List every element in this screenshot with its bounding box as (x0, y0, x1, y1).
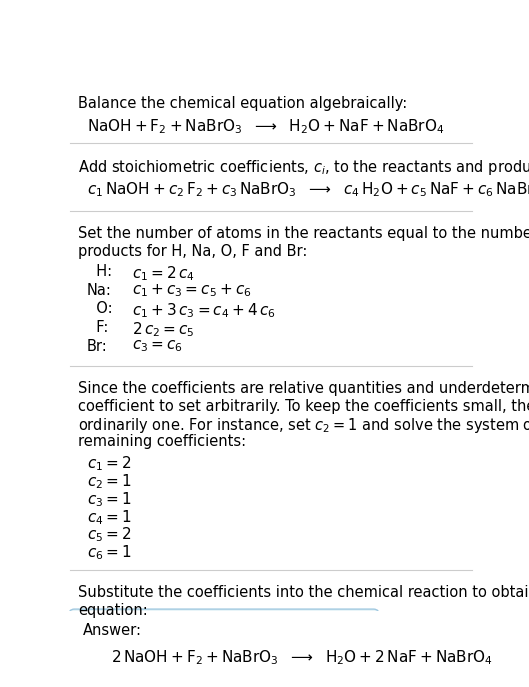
Text: equation:: equation: (78, 602, 148, 618)
Text: Br:: Br: (87, 339, 107, 354)
Text: F:: F: (87, 320, 108, 335)
Text: Substitute the coefficients into the chemical reaction to obtain the balanced: Substitute the coefficients into the che… (78, 585, 529, 600)
Text: $2\,\mathrm{NaOH} + \mathrm{F_2} + \mathrm{NaBrO_3}$  $\longrightarrow$  $\mathr: $2\,\mathrm{NaOH} + \mathrm{F_2} + \math… (111, 649, 493, 667)
Text: Na:: Na: (87, 283, 112, 297)
Text: products for H, Na, O, F and Br:: products for H, Na, O, F and Br: (78, 244, 308, 259)
Text: Add stoichiometric coefficients, $c_i$, to the reactants and products:: Add stoichiometric coefficients, $c_i$, … (78, 158, 529, 177)
Text: Balance the chemical equation algebraically:: Balance the chemical equation algebraica… (78, 95, 408, 111)
Text: $c_1\,\mathrm{NaOH} + c_2\,\mathrm{F_2} + c_3\,\mathrm{NaBrO_3}$  $\longrightarr: $c_1\,\mathrm{NaOH} + c_2\,\mathrm{F_2} … (87, 180, 529, 199)
Text: Set the number of atoms in the reactants equal to the number of atoms in the: Set the number of atoms in the reactants… (78, 226, 529, 241)
Text: Since the coefficients are relative quantities and underdetermined, choose a: Since the coefficients are relative quan… (78, 381, 529, 396)
Text: $2\,c_2 = c_5$: $2\,c_2 = c_5$ (132, 320, 194, 339)
Text: $c_6 = 1$: $c_6 = 1$ (87, 543, 131, 562)
Text: Answer:: Answer: (83, 623, 142, 638)
Text: $\mathrm{NaOH} + \mathrm{F_2} + \mathrm{NaBrO_3}$  $\longrightarrow$  $\mathrm{H: $\mathrm{NaOH} + \mathrm{F_2} + \mathrm{… (87, 117, 444, 137)
Text: $c_4 = 1$: $c_4 = 1$ (87, 508, 131, 526)
Text: $c_1 + c_3 = c_5 + c_6$: $c_1 + c_3 = c_5 + c_6$ (132, 283, 251, 300)
Text: $c_3 = 1$: $c_3 = 1$ (87, 490, 131, 509)
Text: $c_2 = 1$: $c_2 = 1$ (87, 472, 131, 491)
Text: $c_5 = 2$: $c_5 = 2$ (87, 526, 131, 544)
Text: $c_1 = 2$: $c_1 = 2$ (87, 455, 131, 473)
Text: remaining coefficients:: remaining coefficients: (78, 434, 247, 449)
Text: $c_1 + 3\,c_3 = c_4 + 4\,c_6$: $c_1 + 3\,c_3 = c_4 + 4\,c_6$ (132, 302, 276, 320)
Text: $c_1 = 2\,c_4$: $c_1 = 2\,c_4$ (132, 264, 195, 283)
Text: coefficient to set arbitrarily. To keep the coefficients small, the arbitrary va: coefficient to set arbitrarily. To keep … (78, 398, 529, 414)
Text: O:: O: (87, 302, 112, 316)
Text: H:: H: (87, 264, 112, 279)
Text: $c_3 = c_6$: $c_3 = c_6$ (132, 339, 183, 354)
Text: ordinarily one. For instance, set $c_2 = 1$ and solve the system of equations fo: ordinarily one. For instance, set $c_2 =… (78, 416, 529, 436)
FancyBboxPatch shape (68, 609, 380, 687)
